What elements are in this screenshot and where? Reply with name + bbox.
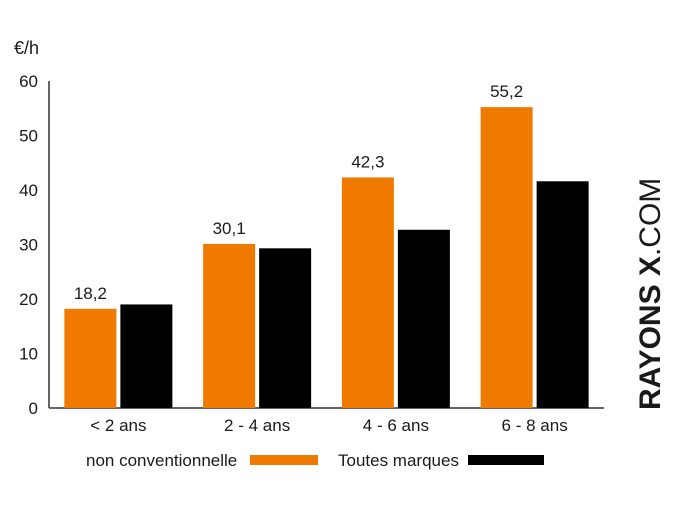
- bar-series-1: [341, 177, 394, 408]
- bar-series-2: [536, 181, 589, 408]
- legend-label-series-2: Toutes marques: [338, 451, 459, 470]
- y-tick-label: 30: [19, 236, 38, 255]
- bar-series-2: [259, 248, 312, 408]
- y-tick-label: 50: [19, 127, 38, 146]
- y-axis-ticks: 0 10 20 30 40 50 60: [19, 72, 38, 418]
- bar-series-2: [120, 304, 173, 408]
- data-label: 42,3: [351, 152, 384, 171]
- y-tick-label: 20: [19, 290, 38, 309]
- bar-series-2: [397, 229, 450, 408]
- legend-swatch-series-2: [468, 455, 544, 465]
- category-labels: < 2 ans 2 - 4 ans 4 - 6 ans 6 - 8 ans: [90, 416, 567, 435]
- category-label: < 2 ans: [90, 416, 146, 435]
- bars-group: 18,2 30,1 42,3 55,2: [64, 82, 589, 408]
- y-tick-label: 60: [19, 72, 38, 91]
- y-tick-label: 40: [19, 181, 38, 200]
- category-label: 6 - 8 ans: [502, 416, 568, 435]
- legend: non conventionnelle Toutes marques: [86, 451, 544, 470]
- data-label: 18,2: [74, 284, 107, 303]
- y-unit-label: €/h: [14, 38, 39, 58]
- watermark-sub: .COM: [634, 178, 667, 256]
- svg-text:RAYONS X.COM: RAYONS X.COM: [634, 178, 667, 410]
- bar-series-1: [203, 243, 256, 408]
- bar-series-1: [480, 107, 533, 408]
- y-tick-label: 0: [29, 399, 38, 418]
- watermark: RAYONS X.COM: [634, 178, 667, 410]
- category-label: 2 - 4 ans: [224, 416, 290, 435]
- watermark-main: RAYONS X: [634, 256, 667, 410]
- legend-swatch-series-1: [250, 455, 318, 465]
- legend-label-series-1: non conventionnelle: [86, 451, 237, 470]
- data-label: 55,2: [490, 82, 523, 101]
- category-label: 4 - 6 ans: [363, 416, 429, 435]
- bar-series-1: [64, 308, 117, 408]
- y-tick-label: 10: [19, 345, 38, 364]
- data-label: 30,1: [213, 219, 246, 238]
